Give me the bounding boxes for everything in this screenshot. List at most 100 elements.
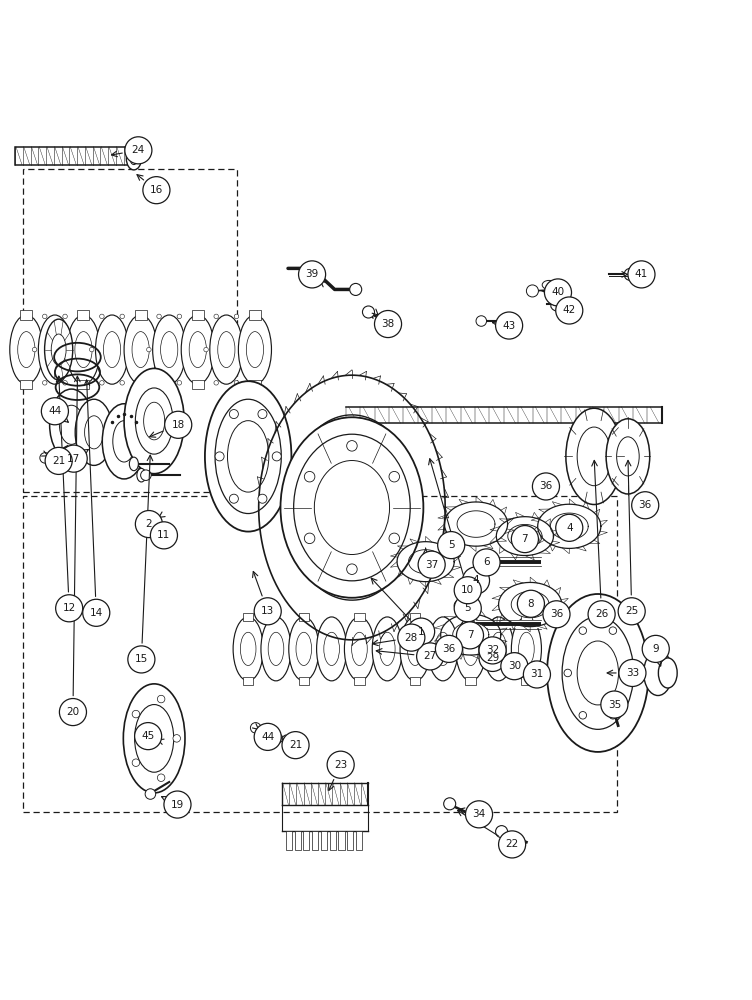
FancyBboxPatch shape [354, 677, 365, 685]
Circle shape [63, 314, 68, 319]
Text: 21: 21 [289, 740, 302, 750]
Ellipse shape [84, 416, 104, 449]
Circle shape [389, 471, 399, 482]
Ellipse shape [289, 617, 319, 681]
Ellipse shape [153, 315, 186, 384]
Circle shape [258, 410, 267, 419]
Circle shape [418, 551, 445, 578]
Circle shape [496, 826, 508, 838]
Circle shape [479, 637, 506, 664]
FancyBboxPatch shape [465, 677, 476, 685]
Circle shape [99, 381, 104, 385]
FancyBboxPatch shape [249, 310, 261, 320]
Ellipse shape [247, 332, 263, 368]
Circle shape [579, 627, 587, 634]
Circle shape [544, 279, 572, 306]
Circle shape [244, 347, 249, 352]
Circle shape [556, 514, 583, 541]
Circle shape [305, 471, 315, 482]
FancyBboxPatch shape [15, 147, 139, 165]
Circle shape [523, 661, 550, 688]
Text: 26: 26 [595, 609, 608, 619]
Text: 36: 36 [539, 481, 553, 491]
Circle shape [235, 381, 239, 385]
Ellipse shape [541, 482, 550, 487]
FancyBboxPatch shape [338, 831, 344, 850]
Text: 22: 22 [505, 839, 519, 849]
FancyBboxPatch shape [521, 613, 532, 621]
Ellipse shape [50, 389, 93, 461]
FancyBboxPatch shape [410, 677, 420, 685]
Text: 27: 27 [423, 651, 437, 661]
Bar [23, 169, 237, 492]
Text: 9: 9 [653, 644, 659, 654]
Circle shape [462, 567, 490, 594]
Circle shape [141, 470, 151, 480]
FancyBboxPatch shape [329, 831, 335, 850]
Ellipse shape [268, 632, 284, 666]
Ellipse shape [550, 300, 570, 312]
Circle shape [63, 381, 68, 385]
Circle shape [479, 644, 506, 671]
Circle shape [350, 283, 362, 295]
Ellipse shape [546, 608, 567, 621]
Ellipse shape [67, 315, 100, 384]
Text: 28: 28 [405, 633, 418, 643]
Text: 18: 18 [171, 420, 185, 430]
Circle shape [347, 564, 357, 574]
Circle shape [150, 522, 177, 549]
Circle shape [132, 759, 140, 766]
Circle shape [299, 261, 326, 288]
Ellipse shape [635, 496, 656, 510]
Circle shape [42, 381, 47, 385]
FancyBboxPatch shape [20, 380, 32, 389]
Circle shape [588, 601, 615, 628]
Bar [23, 496, 617, 812]
FancyBboxPatch shape [77, 380, 89, 389]
Ellipse shape [241, 632, 256, 666]
Circle shape [229, 410, 238, 419]
Circle shape [56, 595, 83, 622]
Ellipse shape [10, 315, 43, 384]
Circle shape [229, 494, 238, 503]
Circle shape [473, 549, 500, 576]
Circle shape [454, 595, 481, 622]
Ellipse shape [287, 415, 417, 600]
Circle shape [274, 734, 283, 743]
Ellipse shape [519, 632, 534, 666]
Circle shape [130, 347, 135, 352]
Circle shape [517, 590, 544, 617]
Circle shape [579, 712, 587, 719]
Text: 33: 33 [626, 668, 639, 678]
FancyBboxPatch shape [299, 677, 309, 685]
Ellipse shape [372, 617, 402, 681]
Ellipse shape [132, 332, 149, 368]
FancyBboxPatch shape [243, 677, 253, 685]
Text: 15: 15 [135, 654, 148, 664]
FancyBboxPatch shape [303, 831, 310, 850]
Ellipse shape [317, 617, 347, 681]
Ellipse shape [75, 399, 113, 465]
Text: 39: 39 [305, 269, 319, 279]
Circle shape [408, 618, 435, 645]
Ellipse shape [578, 427, 611, 486]
Ellipse shape [644, 650, 672, 696]
Ellipse shape [324, 632, 339, 666]
Circle shape [272, 452, 281, 461]
FancyBboxPatch shape [299, 613, 309, 621]
Circle shape [496, 312, 523, 339]
Circle shape [526, 285, 538, 297]
Text: 19: 19 [171, 800, 184, 810]
Circle shape [125, 137, 152, 164]
Text: 23: 23 [334, 760, 347, 770]
Circle shape [417, 643, 444, 670]
Ellipse shape [344, 617, 374, 681]
Text: 4: 4 [566, 523, 572, 533]
Circle shape [165, 411, 192, 438]
Ellipse shape [294, 434, 411, 581]
Ellipse shape [124, 368, 184, 474]
Text: 13: 13 [261, 606, 274, 616]
Ellipse shape [210, 315, 243, 384]
Circle shape [120, 314, 125, 319]
Circle shape [60, 445, 87, 472]
